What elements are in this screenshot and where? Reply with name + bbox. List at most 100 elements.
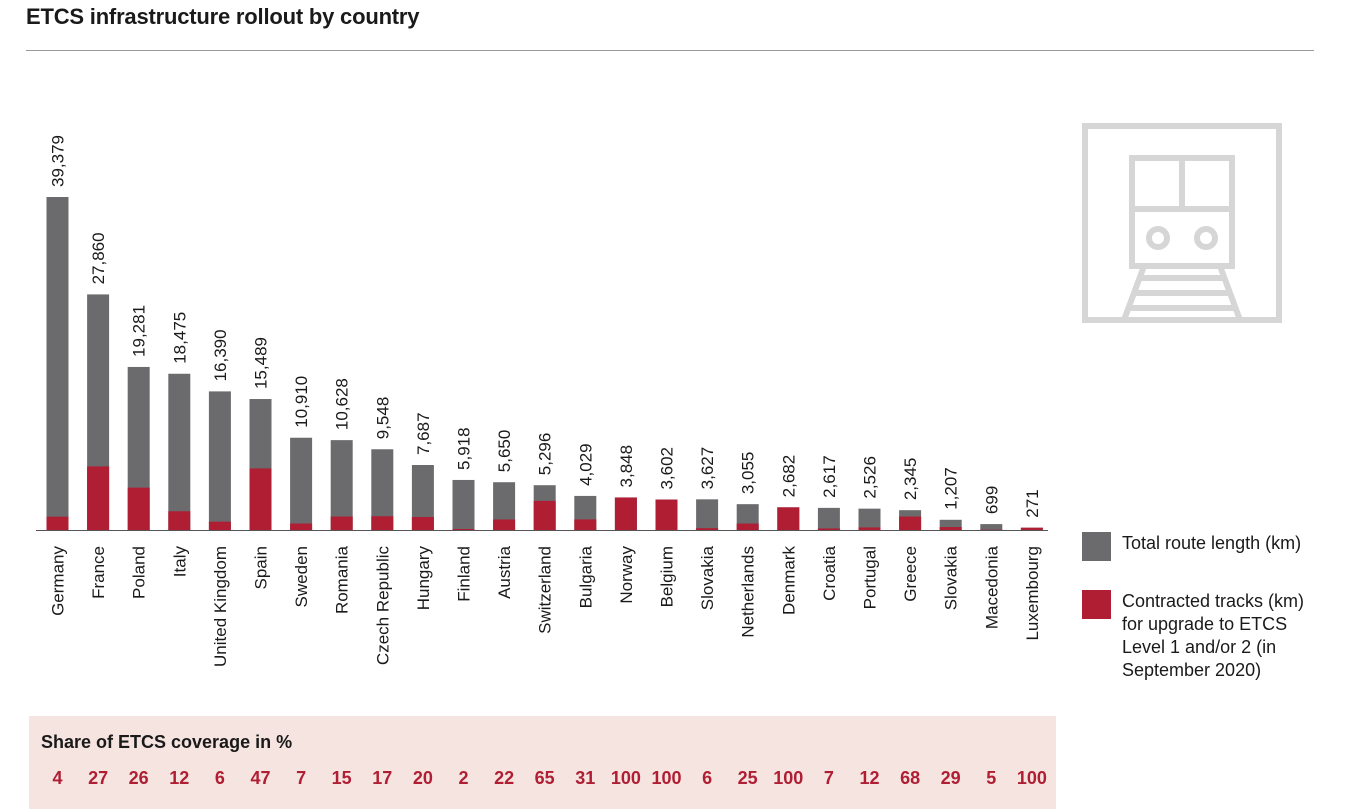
- bar-value-label: 4,029: [576, 443, 595, 486]
- bar-contracted: [168, 511, 191, 530]
- bar-value-label: 2,682: [779, 455, 798, 498]
- bar-contracted: [127, 487, 150, 530]
- share-value: 100: [773, 768, 804, 788]
- bar-total: [452, 479, 475, 530]
- bar-contracted: [411, 517, 434, 530]
- x-tick-label: Luxembourg: [1023, 546, 1042, 641]
- x-tick-label: Belgium: [658, 546, 677, 607]
- x-tick-label: Slovakia: [942, 545, 961, 610]
- share-value: 5: [986, 768, 997, 788]
- share-value: 22: [494, 768, 515, 788]
- legend-label-total: Total route length (km): [1122, 533, 1302, 553]
- bar-total: [46, 197, 69, 530]
- bar-contracted: [452, 529, 475, 530]
- share-value: 25: [737, 768, 758, 788]
- share-value: 31: [575, 768, 596, 788]
- share-value: 2: [458, 768, 469, 788]
- bar-value-label: 5,650: [495, 430, 514, 473]
- bar-contracted: [574, 519, 597, 530]
- share-value: 12: [169, 768, 190, 788]
- x-tick-label: Poland: [130, 546, 149, 599]
- share-value: 100: [610, 768, 641, 788]
- bar-total: [696, 499, 719, 530]
- x-tick-label: Germany: [49, 546, 68, 616]
- bar-total: [817, 507, 840, 530]
- share-value: 7: [296, 768, 307, 788]
- bar-contracted: [696, 528, 719, 530]
- share-value: 27: [88, 768, 109, 788]
- bar-total: [168, 373, 191, 530]
- bar-contracted: [899, 516, 922, 530]
- bar-contracted: [614, 497, 637, 530]
- title-divider: [26, 50, 1314, 51]
- x-tick-label: Spain: [252, 546, 271, 589]
- x-tick-label: Portugal: [861, 546, 880, 609]
- bar-value-label: 9,548: [373, 397, 392, 440]
- share-title: Share of ETCS coverage in %: [41, 732, 293, 752]
- x-tick-label: Greece: [901, 546, 920, 602]
- bar-value-label: 10,628: [333, 378, 352, 430]
- share-value: 6: [214, 768, 225, 788]
- bar-contracted: [817, 528, 840, 530]
- bar-total: [493, 482, 516, 530]
- bar-total: [411, 464, 434, 530]
- bar-chart: 39,379 Germany 27,860 France 19,281 Poland 18,…: [36, 135, 1048, 667]
- bar-total: [939, 519, 962, 530]
- x-tick-label: France: [89, 546, 108, 599]
- x-tick-label: Finland: [455, 546, 474, 602]
- share-value: 47: [250, 768, 271, 788]
- x-tick-label: Austria: [495, 545, 514, 598]
- legend-swatch-contracted: [1082, 590, 1111, 619]
- share-value: 20: [412, 768, 433, 788]
- bar-total: [980, 524, 1003, 530]
- bar-value-label: 15,489: [252, 337, 271, 389]
- x-tick-label: Macedonia: [982, 545, 1001, 629]
- bar-value-label: 699: [982, 486, 1001, 514]
- chart-title: ETCS infrastructure rollout by country: [26, 4, 420, 29]
- share-panel: Share of ETCS coverage in % 4 27 26 12 6 47 7 1…: [29, 716, 1056, 809]
- x-tick-label: Switzerland: [536, 546, 555, 634]
- bar-contracted: [1020, 527, 1043, 530]
- train-front-icon: [1082, 123, 1282, 323]
- bar-value-label: 3,848: [617, 445, 636, 488]
- bar-value-label: 3,055: [739, 452, 758, 495]
- bar-total: [290, 437, 313, 530]
- x-tick-label: Norway: [617, 546, 636, 604]
- share-value: 15: [331, 768, 352, 788]
- share-value: 100: [1016, 768, 1047, 788]
- share-value: 7: [823, 768, 834, 788]
- x-tick-label: Czech Republic: [373, 546, 392, 666]
- bar-contracted: [371, 516, 394, 530]
- bar-contracted: [493, 519, 516, 530]
- bar-total: [371, 449, 394, 530]
- bar-value-label: 2,345: [901, 458, 920, 501]
- bar-contracted: [736, 523, 759, 530]
- x-tick-label: Denmark: [779, 546, 798, 615]
- bar-value-label: 19,281: [130, 305, 149, 357]
- legend-swatch-total: [1082, 532, 1111, 561]
- bar-value-label: 27,860: [89, 232, 108, 284]
- share-value: 26: [128, 768, 149, 788]
- bar-value-label: 10,910: [292, 376, 311, 428]
- bar-contracted: [939, 527, 962, 530]
- x-tick-label: Slovakia: [698, 545, 717, 610]
- x-tick-label: Hungary: [414, 546, 433, 611]
- share-value: 17: [372, 768, 393, 788]
- bar-value-label: 271: [1023, 489, 1042, 517]
- bar-total: [208, 391, 231, 530]
- share-value: 12: [859, 768, 880, 788]
- x-tick-label: Bulgaria: [576, 545, 595, 608]
- bar-contracted: [655, 499, 678, 530]
- x-tick-label: Italy: [170, 546, 189, 578]
- x-tick-label: United Kingdom: [211, 546, 230, 667]
- legend-label-contracted: Contracted tracks (km) for upgrade to ET…: [1122, 591, 1305, 680]
- bar-contracted: [208, 521, 231, 530]
- bar-contracted: [290, 523, 313, 530]
- x-tick-label: Netherlands: [739, 546, 758, 638]
- bar-contracted: [330, 516, 353, 530]
- bar-value-label: 39,379: [49, 135, 68, 187]
- share-value: 100: [651, 768, 682, 788]
- bar-total: [858, 508, 881, 530]
- x-tick-label: Croatia: [820, 545, 839, 600]
- bar-value-label: 18,475: [170, 312, 189, 364]
